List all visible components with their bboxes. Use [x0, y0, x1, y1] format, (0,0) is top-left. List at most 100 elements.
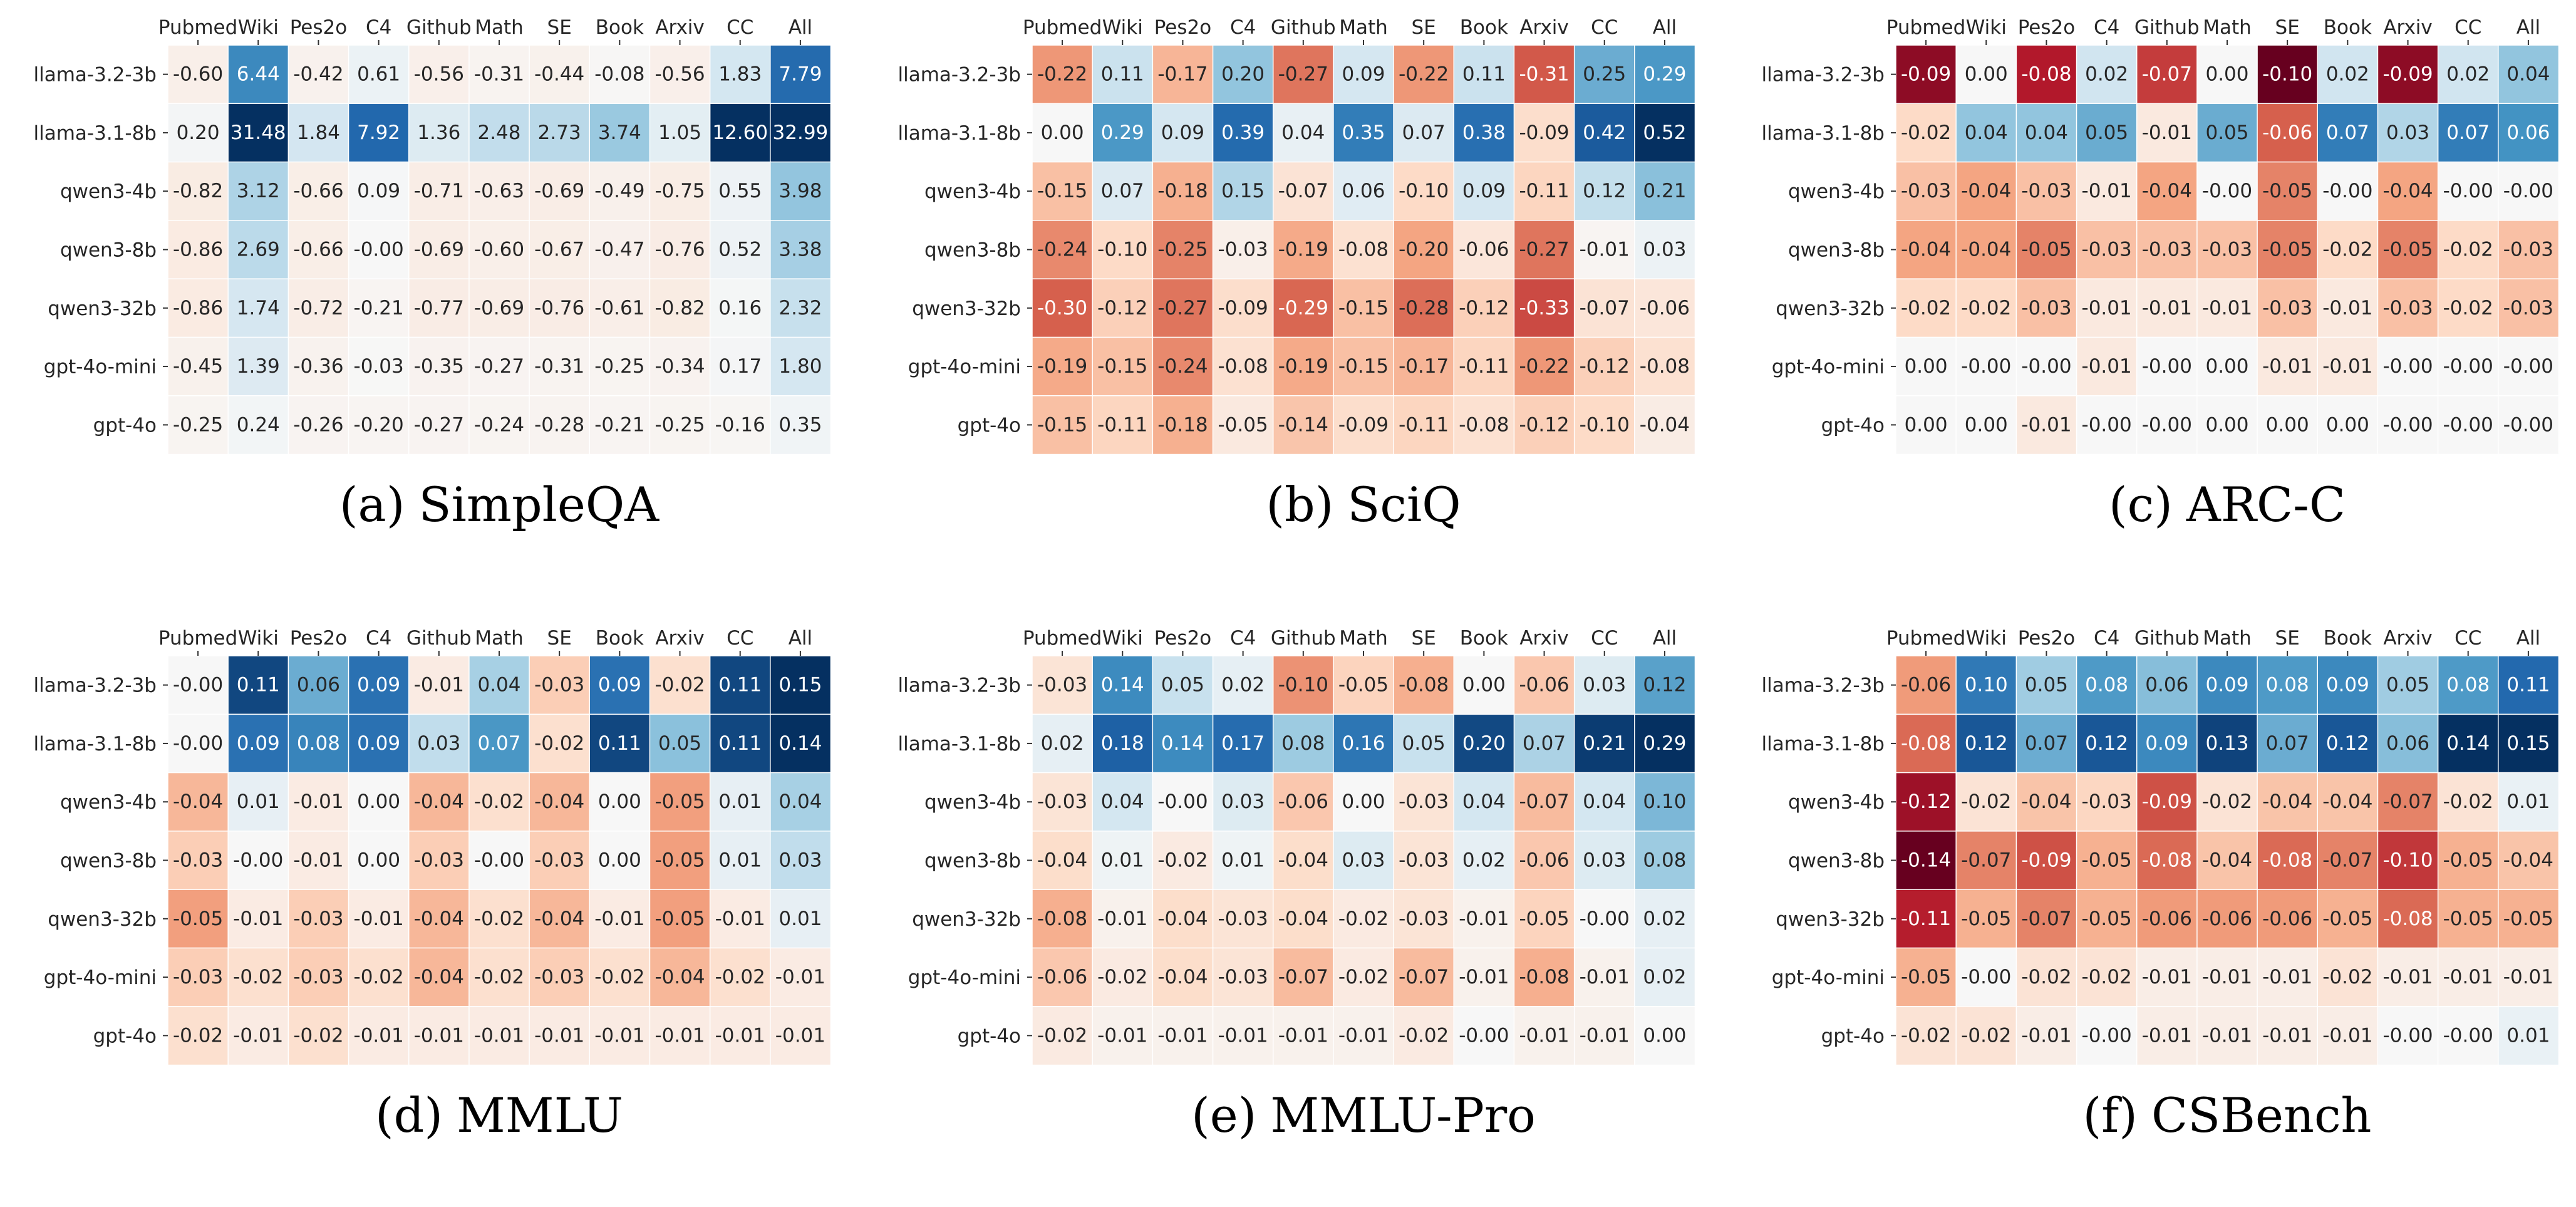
cell-value-label: -0.26 [293, 413, 343, 436]
cell-value-label: 0.08 [2266, 674, 2309, 697]
heatmap-cell [227, 831, 289, 891]
cell-value-label: -0.04 [2322, 790, 2372, 813]
cell-value-label: 0.00 [1905, 413, 1948, 436]
cell-value-label: -0.00 [2382, 413, 2433, 436]
row-label: gpt-4o [93, 414, 157, 437]
heatmap-cell [1955, 395, 2017, 455]
heatmap-cell [649, 336, 711, 396]
heatmap-cell [649, 772, 711, 832]
cell-value-label: 0.02 [1643, 966, 1686, 988]
heatmap-cell [1152, 336, 1214, 396]
heatmap-cell [468, 161, 530, 222]
panel-caption-title: SciQ [1347, 477, 1461, 532]
cell-value-label: -0.03 [173, 849, 223, 872]
heatmap-cell [1032, 220, 1094, 280]
heatmap-cell [468, 44, 530, 105]
cell-value-label: 0.29 [1101, 122, 1144, 144]
cell-value-label: 0.05 [2085, 122, 2128, 144]
cell-value-label: -0.01 [2082, 297, 2132, 319]
column-label: Arxiv [1519, 16, 1568, 39]
cell-value-label: -0.00 [2082, 1024, 2132, 1047]
cell-value-label: 0.01 [718, 790, 762, 813]
heatmap-cell [649, 103, 711, 163]
cell-value-label: -0.01 [2142, 1024, 2192, 1047]
cell-value-label: 0.38 [1462, 122, 1506, 144]
panel-caption-title: SimpleQA [419, 477, 660, 532]
cell-value-label: 0.61 [357, 63, 400, 86]
cell-value-label: 0.11 [1462, 63, 1506, 86]
cell-value-label: -0.21 [594, 413, 644, 436]
cell-value-label: -0.01 [1218, 1024, 1268, 1047]
cell-value-label: 0.00 [2205, 63, 2248, 86]
cell-value-label: 0.07 [1402, 122, 1446, 144]
cell-value-label: 0.42 [1583, 122, 1626, 144]
cell-value-label: -0.05 [2322, 908, 2372, 930]
cell-value-label: -0.03 [2021, 297, 2071, 319]
heatmap-cell [1092, 772, 1154, 832]
cell-value-label: -0.00 [2443, 355, 2493, 378]
heatmap-cell [709, 947, 772, 1007]
heatmap-cell [167, 161, 229, 222]
cell-value-label: -0.03 [1037, 790, 1087, 813]
heatmap-cell [1152, 655, 1214, 715]
cell-value-label: 0.02 [1221, 674, 1265, 697]
cell-value-label: -0.01 [2322, 1024, 2372, 1047]
cell-value-label: 0.03 [1643, 239, 1686, 261]
cell-value-label: 0.07 [1523, 732, 1566, 755]
cell-value-label: -0.04 [414, 908, 464, 930]
heatmap-cell [770, 103, 832, 163]
heatmap-cell [348, 278, 410, 338]
heatmap-cell [1272, 161, 1335, 222]
heatmap-cell [1895, 1005, 1957, 1066]
row-label: gpt-4o-mini [1772, 966, 1885, 989]
column-label: Math [475, 627, 524, 650]
heatmap-cell [1513, 161, 1575, 222]
heatmap-cell [1032, 161, 1094, 222]
cell-value-label: 0.09 [2145, 732, 2188, 755]
heatmap-cell [1212, 220, 1274, 280]
column-label: All [789, 16, 812, 39]
panel-caption-title: CSBench [2151, 1087, 2372, 1143]
heatmap-cell [2015, 161, 2077, 222]
heatmap-cell [649, 889, 711, 949]
heatmap-cell [1573, 220, 1636, 280]
heatmap-cell [1212, 655, 1274, 715]
cell-value-label: 0.02 [2446, 63, 2490, 86]
column-label: All [1653, 627, 1677, 650]
column-label: Pes2o [2018, 627, 2076, 650]
cell-value-label: -0.16 [715, 413, 765, 436]
row-label: llama-3.1-8b [34, 733, 157, 755]
cell-value-label: -0.02 [1097, 966, 1147, 988]
cell-value-label: -0.01 [2021, 1024, 2071, 1047]
heatmap-cell [2257, 103, 2319, 163]
column-label: Math [475, 16, 524, 39]
heatmap-cell [1333, 336, 1395, 396]
row-label: gpt-4o-mini [44, 966, 157, 989]
heatmap-cell [589, 1005, 651, 1066]
heatmap-cell [770, 220, 832, 280]
heatmap-cell [1453, 44, 1515, 105]
heatmap-cell [2076, 947, 2138, 1007]
cell-value-label: 0.03 [778, 849, 822, 872]
heatmap-cell [529, 278, 591, 338]
cell-value-label: 7.92 [357, 122, 400, 144]
heatmap-cell [2498, 220, 2560, 280]
column-label: Arxiv [655, 16, 704, 39]
heatmap-cell [2136, 278, 2198, 338]
heatmap-cell [468, 395, 530, 455]
heatmap-cell [1573, 947, 1636, 1007]
cell-value-label: -0.44 [534, 63, 584, 86]
panel-caption-title: MMLU-Pro [1270, 1087, 1536, 1143]
cell-value-label: -0.08 [2142, 849, 2192, 872]
column-label: Arxiv [1519, 627, 1568, 650]
heatmap-cell [287, 103, 349, 163]
heatmap-cell [167, 278, 229, 338]
heatmap-cell [2498, 772, 2560, 832]
heatmap-panel-4: -0.00 0.11 0.06 0.09 -0.01 0.04 -0.03 0.09 -0.02… [34, 627, 832, 1143]
cell-value-label: 0.00 [1342, 790, 1385, 813]
heatmap-cell [2076, 220, 2138, 280]
cell-value-label: 0.16 [1342, 732, 1385, 755]
column-label: All [789, 627, 812, 650]
cell-value-label: -0.01 [2021, 413, 2071, 436]
